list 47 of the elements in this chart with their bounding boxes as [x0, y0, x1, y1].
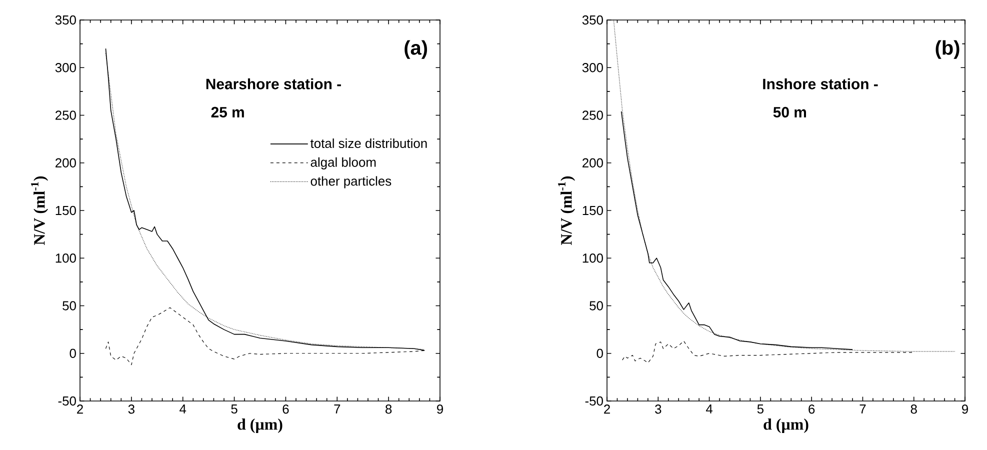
- x-tick-label: 9: [437, 404, 443, 414]
- x-tick-label: 4: [180, 404, 186, 414]
- y-tick-label: 250: [582, 110, 603, 120]
- annotation: (b): [936, 40, 960, 59]
- x-axis-title: d (µm): [238, 418, 282, 433]
- y-tick-label: 350: [55, 15, 76, 25]
- y-tick-label: 200: [582, 158, 603, 168]
- x-tick-label: 4: [706, 404, 713, 414]
- x-tick-label: 7: [860, 404, 866, 414]
- x-axis-title: d (µm): [764, 418, 808, 433]
- legend-label: other particles: [310, 176, 392, 188]
- y-tick-label: 100: [582, 254, 603, 263]
- y-axis-title: N/V (ml$^{-1}$): [558, 176, 576, 245]
- y-tick-label: 250: [56, 110, 76, 120]
- legend-label: total size distribution: [310, 138, 427, 148]
- y-tick-label: 300: [55, 63, 76, 72]
- x-tick-label: 8: [910, 404, 917, 414]
- y-tick-label: 100: [56, 254, 76, 263]
- x-tick-label: 9: [962, 404, 968, 414]
- y-axis-title: N/V (ml$^{-1}$): [31, 176, 48, 245]
- x-tick-label: 2: [604, 404, 610, 414]
- legend-label: algal bloom: [310, 157, 376, 170]
- annotation: 25 m: [211, 106, 244, 118]
- y-tick-label: 150: [582, 206, 603, 216]
- x-tick-label: 5: [757, 404, 764, 414]
- annotation: Inshore station -: [763, 78, 878, 90]
- y-tick-label: -50: [585, 396, 603, 406]
- x-tick-label: 6: [808, 404, 815, 414]
- y-tick-label: 50: [62, 301, 76, 310]
- x-tick-label: 7: [334, 404, 340, 414]
- x-tick-label: 2: [77, 404, 83, 414]
- x-tick-label: 6: [282, 404, 289, 414]
- y-tick-label: 50: [590, 301, 603, 310]
- y-tick-label: 150: [56, 206, 76, 216]
- y-tick-label: 350: [582, 15, 603, 25]
- annotation: (a): [404, 40, 427, 59]
- annotation: Nearshore station -: [206, 78, 341, 90]
- annotation: 50 m: [773, 106, 806, 118]
- x-tick-label: 3: [128, 404, 134, 414]
- y-tick-label: -50: [58, 396, 76, 406]
- y-tick-label: 200: [56, 158, 76, 168]
- y-tick-label: 0: [70, 348, 76, 358]
- x-tick-label: 8: [386, 404, 392, 414]
- x-tick-label: 3: [655, 404, 662, 414]
- y-tick-label: 0: [596, 348, 603, 358]
- y-tick-label: 300: [582, 63, 603, 72]
- x-tick-label: 5: [231, 404, 238, 414]
